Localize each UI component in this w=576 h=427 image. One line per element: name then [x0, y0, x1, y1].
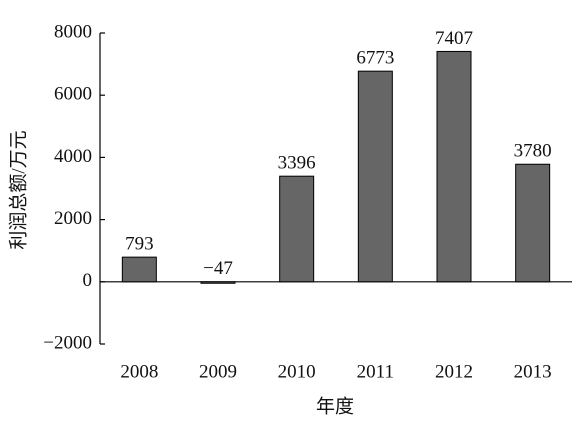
x-tick-label: 2012	[435, 361, 473, 382]
y-tick-label: 2000	[54, 208, 92, 229]
bar	[515, 163, 551, 283]
x-tick-label: 2010	[278, 361, 316, 382]
bar	[279, 175, 315, 283]
y-tick-label: 8000	[54, 21, 92, 42]
y-tick-label: −2000	[43, 332, 92, 353]
x-tick-label: 2011	[357, 361, 394, 382]
value-label: 7407	[435, 28, 473, 49]
x-tick-label: 2013	[514, 361, 552, 382]
bar	[357, 70, 393, 283]
value-label: 3396	[278, 153, 316, 174]
x-tick-label: 2009	[199, 361, 237, 382]
y-axis-label: 利润总额/万元	[7, 130, 29, 249]
value-label: 3780	[514, 141, 552, 162]
bar	[200, 281, 236, 284]
value-label: 6773	[356, 48, 394, 69]
value-label: −47	[203, 258, 233, 279]
bar	[121, 256, 157, 283]
value-label: 793	[125, 233, 154, 254]
bar	[436, 50, 472, 283]
y-tick-label: 4000	[54, 146, 92, 167]
x-tick-label: 2008	[120, 361, 158, 382]
x-axis-label: 年度	[316, 395, 354, 417]
y-tick-label: 0	[83, 270, 93, 291]
y-tick-label: 6000	[54, 84, 92, 105]
